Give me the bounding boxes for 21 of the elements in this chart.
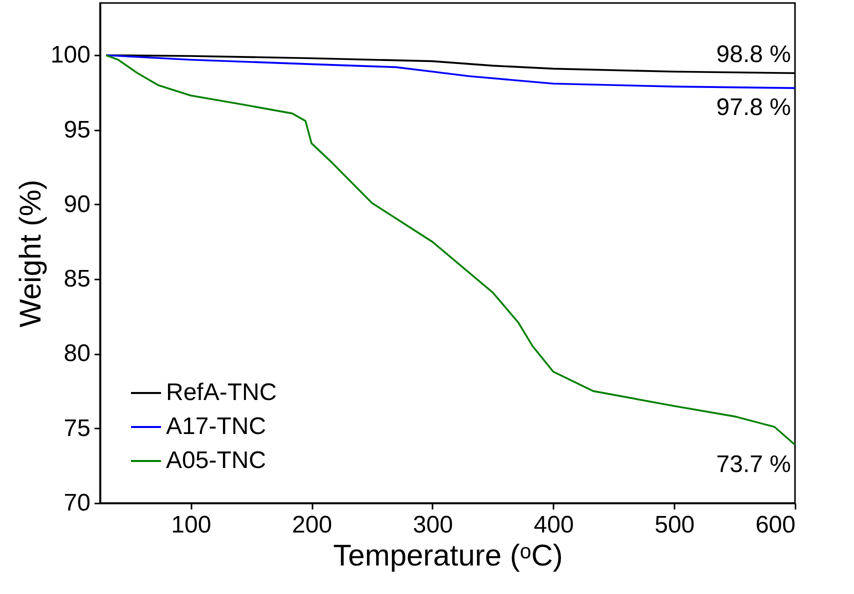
legend-label: A17-TNC [166, 413, 266, 440]
x-tick-label: 100 [171, 512, 212, 538]
x-tick-label: 300 [412, 512, 453, 538]
y-tick-label: 85 [64, 266, 90, 293]
x-tick-label: 400 [534, 512, 574, 538]
annotation: 98.8 % [716, 41, 791, 68]
x-tick-label: 500 [654, 512, 695, 538]
y-tick-label: 95 [64, 116, 90, 144]
y-tick-label: 75 [64, 414, 90, 442]
y-tick-label: 80 [64, 340, 90, 368]
x-tick-label: 200 [292, 512, 332, 538]
y-tick-label: 100 [50, 42, 90, 69]
annotation: 73.7 % [716, 450, 791, 478]
y-tick-label: 70 [64, 490, 90, 516]
y-tick-label: 90 [64, 190, 90, 218]
x-axis-title: Temperature (ᵒC) [333, 540, 563, 572]
legend-label: A05-TNC [166, 447, 266, 474]
legend-label: RefA-TNC [166, 379, 277, 406]
annotation: 97.8 % [716, 94, 791, 122]
x-tick-label: 600 [755, 512, 796, 538]
y-axis-title: Weight (%) [14, 180, 48, 328]
